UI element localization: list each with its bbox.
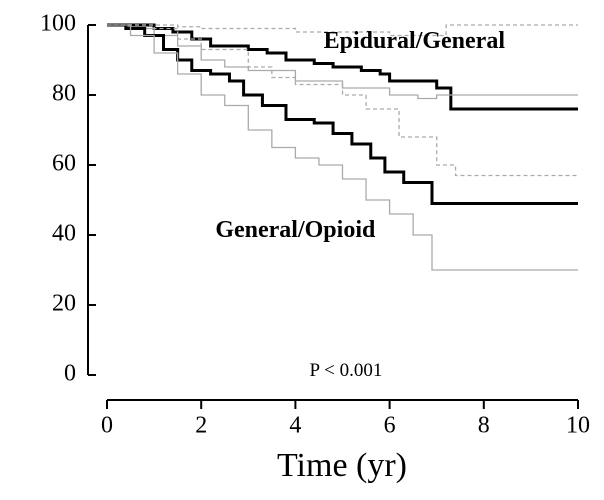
y-tick-label: 100 <box>40 11 76 37</box>
annotation: Epidural/General <box>324 28 506 54</box>
survival-curve <box>107 23 578 111</box>
x-tick-label: 6 <box>384 413 396 439</box>
x-axis-label: Time (yr) <box>277 447 407 484</box>
x-tick-label: 0 <box>101 413 113 439</box>
x-tick-label: 8 <box>478 413 490 439</box>
x-tick-label: 10 <box>566 413 590 439</box>
survival-curve <box>107 23 578 205</box>
annotation: General/Opioid <box>215 217 376 243</box>
annotation: P < 0.001 <box>310 360 383 381</box>
survival-curve <box>107 24 578 37</box>
survival-curve <box>107 24 578 271</box>
y-tick-label: 20 <box>52 291 76 317</box>
x-tick-label: 2 <box>195 413 207 439</box>
y-tick-label: 80 <box>52 81 76 107</box>
y-tick-label: 0 <box>64 361 76 387</box>
y-tick-label: 60 <box>52 151 76 177</box>
x-tick-label: 4 <box>289 413 301 439</box>
y-tick-label: 40 <box>52 221 76 247</box>
